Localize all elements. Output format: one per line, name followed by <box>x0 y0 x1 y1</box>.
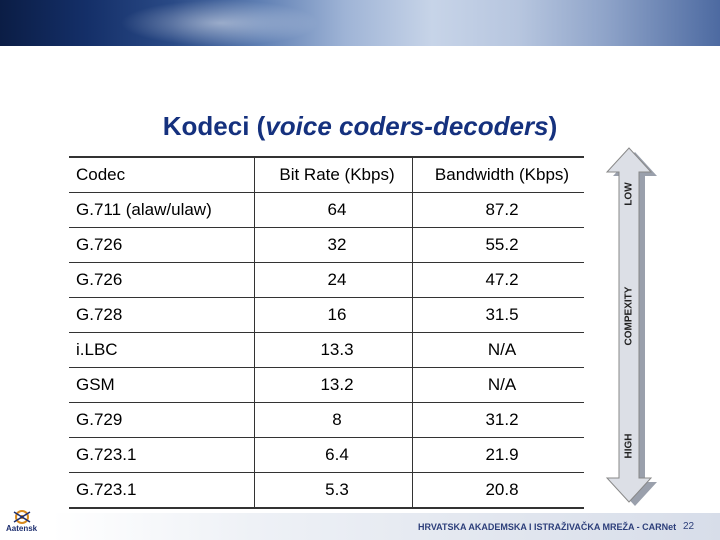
table-row: G.726 24 47.2 <box>69 262 584 298</box>
arrow-body <box>605 147 653 503</box>
cell-bit-rate: 13.3 <box>254 332 413 368</box>
cell-bandwidth: N/A <box>412 332 584 368</box>
cell-codec: G.711 (alaw/ulaw) <box>69 192 255 228</box>
cell-bit-rate: 32 <box>254 227 413 263</box>
arrow-label-complexity: COMPEXITY <box>624 286 635 345</box>
cell-bandwidth: N/A <box>412 367 584 403</box>
table-row: i.LBC 13.3 N/A <box>69 332 584 368</box>
footer-bar <box>52 513 720 540</box>
cell-bandwidth: 31.2 <box>412 402 584 438</box>
cell-bandwidth: 21.9 <box>412 437 584 473</box>
cell-codec: G.723.1 <box>69 437 255 473</box>
cell-bit-rate: 24 <box>254 262 413 298</box>
footer-organization: HRVATSKA AKADEMSKA I ISTRAŽIVAČKA MREŽA … <box>418 522 677 532</box>
title-italic: voice coders-decoders <box>265 111 549 141</box>
cell-bandwidth: 31.5 <box>412 297 584 333</box>
cell-codec: GSM <box>69 367 255 403</box>
cell-bit-rate: 16 <box>254 297 413 333</box>
header-bit-rate: Bit Rate (Kbps) <box>254 156 413 193</box>
logo-text: Aatensk <box>6 524 38 533</box>
header-codec: Codec <box>69 156 255 193</box>
cell-bandwidth: 55.2 <box>412 227 584 263</box>
page-number: 22 <box>683 521 695 532</box>
title-main: Kodeci ( <box>162 111 266 141</box>
table-header-row: Codec Bit Rate (Kbps) Bandwidth (Kbps) <box>69 156 584 193</box>
table-row: G.711 (alaw/ulaw) 64 87.2 <box>69 192 584 228</box>
table-row: G.723.1 6.4 21.9 <box>69 437 584 473</box>
cell-bandwidth: 87.2 <box>412 192 584 228</box>
cell-codec: i.LBC <box>69 332 255 368</box>
table-row: G.726 32 55.2 <box>69 227 584 263</box>
cell-codec: G.723.1 <box>69 472 255 509</box>
cell-bit-rate: 13.2 <box>254 367 413 403</box>
arrow-label-low: LOW <box>624 182 635 206</box>
cell-codec: G.726 <box>69 227 255 263</box>
table-row: G.729 8 31.2 <box>69 402 584 438</box>
cell-bit-rate: 6.4 <box>254 437 413 473</box>
table-row: GSM 13.2 N/A <box>69 367 584 403</box>
cell-codec: G.728 <box>69 297 255 333</box>
arrow-label-high: HIGH <box>624 434 635 459</box>
cell-bit-rate: 64 <box>254 192 413 228</box>
banner-glow <box>120 0 320 46</box>
carnet-logo-icon <box>13 510 31 524</box>
table-row: G.728 16 31.5 <box>69 297 584 333</box>
slide-title: Kodeci (voice coders-decoders) <box>0 111 720 142</box>
complexity-arrow: LOW COMPEXITY HIGH <box>605 147 657 506</box>
cell-bandwidth: 20.8 <box>412 472 584 509</box>
header-bandwidth: Bandwidth (Kbps) <box>412 156 584 193</box>
cell-bit-rate: 5.3 <box>254 472 413 509</box>
cell-codec: G.726 <box>69 262 255 298</box>
title-end: ) <box>548 111 558 141</box>
cell-bit-rate: 8 <box>254 402 413 438</box>
cell-bandwidth: 47.2 <box>412 262 584 298</box>
table-row: G.723.1 5.3 20.8 <box>69 472 584 509</box>
header-banner <box>0 0 720 46</box>
cell-codec: G.729 <box>69 402 255 438</box>
codec-table: Codec Bit Rate (Kbps) Bandwidth (Kbps) G… <box>69 156 584 509</box>
